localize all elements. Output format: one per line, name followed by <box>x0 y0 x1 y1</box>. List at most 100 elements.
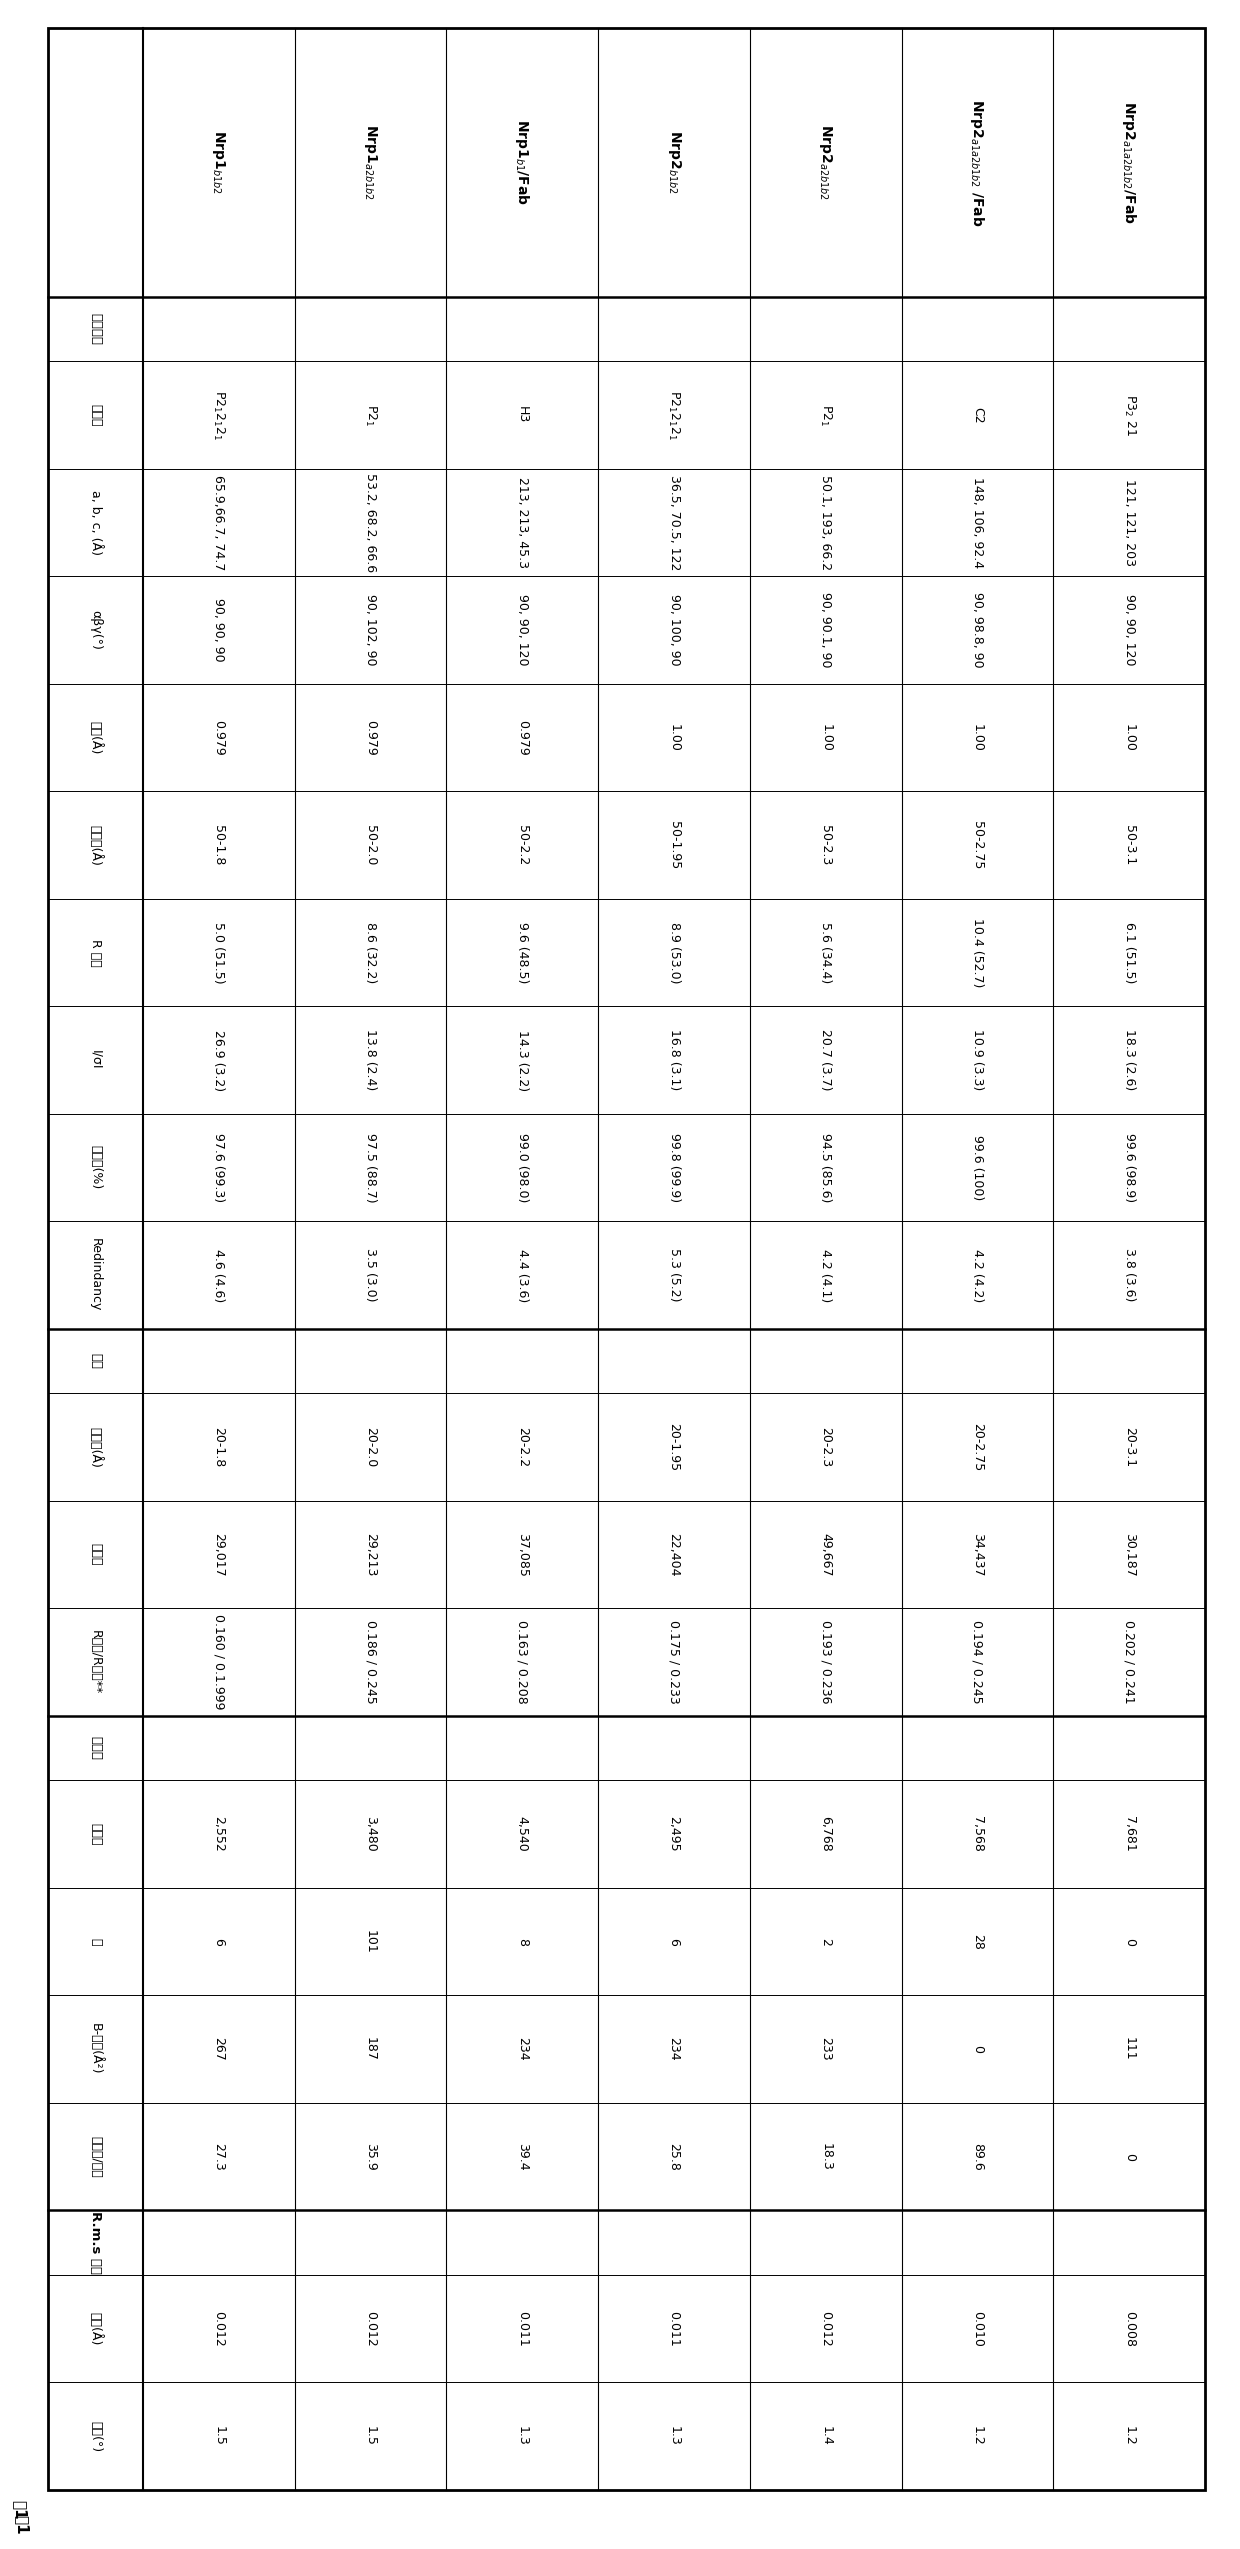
Text: 10.4 (52.7): 10.4 (52.7) <box>971 918 983 986</box>
Text: 18.3 (2.6): 18.3 (2.6) <box>1122 1030 1136 1091</box>
Text: 49,667: 49,667 <box>820 1532 832 1575</box>
Text: 267: 267 <box>212 2037 226 2062</box>
Text: 1.3: 1.3 <box>516 2427 528 2447</box>
Text: 10.9 (3.3): 10.9 (3.3) <box>971 1030 983 1091</box>
Text: 89.6: 89.6 <box>971 2144 983 2172</box>
Text: 20-2.0: 20-2.0 <box>365 1427 377 1468</box>
Text: 65.9,66.7, 74.7: 65.9,66.7, 74.7 <box>212 474 226 571</box>
Text: 36.5, 70.5, 122: 36.5, 70.5, 122 <box>667 474 681 571</box>
Text: 50-2.0: 50-2.0 <box>365 826 377 864</box>
Text: 99.6 (98.9): 99.6 (98.9) <box>1122 1134 1136 1203</box>
Text: 完全性(%): 完全性(%) <box>89 1145 102 1190</box>
Text: 121, 121, 203: 121, 121, 203 <box>1122 479 1136 566</box>
Text: 空间群: 空间群 <box>89 403 102 426</box>
Text: 26.9 (3.2): 26.9 (3.2) <box>212 1030 226 1091</box>
Text: 29,213: 29,213 <box>365 1532 377 1575</box>
Text: 1.00: 1.00 <box>667 724 681 752</box>
Text: 波长(Å): 波长(Å) <box>88 721 103 755</box>
Text: 0: 0 <box>971 2044 983 2052</box>
Text: αβγ(°): αβγ(°) <box>89 609 102 650</box>
Text: 原子数: 原子数 <box>89 1736 102 1761</box>
Text: 6.1 (51.5): 6.1 (51.5) <box>1122 923 1136 984</box>
Text: 16.8 (3.1): 16.8 (3.1) <box>667 1030 681 1091</box>
Text: I/σI: I/σI <box>89 1050 102 1071</box>
Text: 表1: 表1 <box>12 2501 27 2521</box>
Text: 90, 90.1, 90: 90, 90.1, 90 <box>820 591 832 668</box>
Text: 9.6 (48.5): 9.6 (48.5) <box>516 923 528 984</box>
Text: 蛋白质: 蛋白质 <box>89 1823 102 1845</box>
Text: 1.00: 1.00 <box>971 724 983 752</box>
Text: 精化: 精化 <box>89 1354 102 1369</box>
Text: 4.2 (4.1): 4.2 (4.1) <box>820 1249 832 1303</box>
Text: 50.1, 193, 66.2: 50.1, 193, 66.2 <box>820 474 832 571</box>
Text: 分辨率(Å): 分辨率(Å) <box>88 1427 103 1468</box>
Text: P2$_1$2$_1$2$_1$: P2$_1$2$_1$2$_1$ <box>211 390 227 441</box>
Text: 99.8 (99.9): 99.8 (99.9) <box>667 1134 681 1203</box>
Text: Nrp2$_{a1a2b1b2}$ /Fab: Nrp2$_{a1a2b1b2}$ /Fab <box>968 99 987 227</box>
Text: 187: 187 <box>365 2037 377 2062</box>
Text: 5.0 (51.5): 5.0 (51.5) <box>212 923 226 984</box>
Text: 148, 106, 92.4: 148, 106, 92.4 <box>971 477 983 568</box>
Text: Redindancy: Redindancy <box>89 1239 102 1313</box>
Text: 111: 111 <box>1122 2037 1136 2062</box>
Text: P2$_1$: P2$_1$ <box>363 403 378 426</box>
Text: 28: 28 <box>971 1935 983 1950</box>
Text: 20-2.2: 20-2.2 <box>516 1427 528 1468</box>
Text: 8.9 (53.0): 8.9 (53.0) <box>667 923 681 984</box>
Text: 0: 0 <box>1122 1937 1136 1945</box>
Text: 20.7 (3.7): 20.7 (3.7) <box>820 1030 832 1091</box>
Text: 0.008: 0.008 <box>1122 2312 1136 2348</box>
Text: 35.9: 35.9 <box>365 2144 377 2172</box>
Text: 18.3: 18.3 <box>820 2144 832 2172</box>
Text: 6,768: 6,768 <box>820 1817 832 1853</box>
Text: 90, 102, 90: 90, 102, 90 <box>365 594 377 665</box>
Text: 7,568: 7,568 <box>971 1817 983 1853</box>
Text: 4.2 (4.2): 4.2 (4.2) <box>971 1249 983 1303</box>
Text: 6: 6 <box>212 1937 226 1945</box>
Text: 5.6 (34.4): 5.6 (34.4) <box>820 923 832 984</box>
Text: 90, 90, 90: 90, 90, 90 <box>212 599 226 663</box>
Text: 234: 234 <box>667 2037 681 2062</box>
Text: R工作/R自由**: R工作/R自由** <box>89 1629 102 1695</box>
Text: 4.6 (4.6): 4.6 (4.6) <box>212 1249 226 1303</box>
Text: 97.5 (88.7): 97.5 (88.7) <box>365 1132 377 1203</box>
Text: 水: 水 <box>89 1937 102 1945</box>
Text: 29,017: 29,017 <box>212 1532 226 1575</box>
Text: 99.6 (100): 99.6 (100) <box>971 1134 983 1201</box>
Text: 2: 2 <box>820 1937 832 1945</box>
Text: Nrp2$_{a2b1b2}$: Nrp2$_{a2b1b2}$ <box>817 125 835 201</box>
Text: Nrp1$_{a2b1b2}$: Nrp1$_{a2b1b2}$ <box>362 125 379 201</box>
Text: 1.00: 1.00 <box>1122 724 1136 752</box>
Text: 99.0 (98.0): 99.0 (98.0) <box>516 1132 528 1203</box>
Text: 0.186 / 0.245: 0.186 / 0.245 <box>365 1621 377 1705</box>
Text: 34,437: 34,437 <box>971 1532 983 1575</box>
Text: 表1: 表1 <box>15 2516 30 2534</box>
Text: 22,404: 22,404 <box>667 1532 681 1575</box>
Text: 0.194 / 0.245: 0.194 / 0.245 <box>971 1621 983 1703</box>
Text: 键角(°): 键角(°) <box>89 2422 102 2452</box>
Text: 101: 101 <box>365 1930 377 1953</box>
Text: 1.5: 1.5 <box>365 2427 377 2447</box>
Text: a, b, c, (Å): a, b, c, (Å) <box>89 489 102 556</box>
Text: 39.4: 39.4 <box>516 2144 528 2172</box>
Text: 8: 8 <box>516 1937 528 1945</box>
Text: 8.6 (32.2): 8.6 (32.2) <box>365 923 377 984</box>
Text: R 归并: R 归并 <box>89 938 102 966</box>
Text: 0.012: 0.012 <box>212 2312 226 2348</box>
Text: 50-2.2: 50-2.2 <box>516 826 528 864</box>
Text: 50-3.1: 50-3.1 <box>1122 826 1136 864</box>
Text: 1.3: 1.3 <box>667 2427 681 2447</box>
Text: 2,495: 2,495 <box>667 1817 681 1853</box>
Text: 90, 90, 120: 90, 90, 120 <box>1122 594 1136 665</box>
Text: 20-2.75: 20-2.75 <box>971 1422 983 1471</box>
Text: 90, 98.8, 90: 90, 98.8, 90 <box>971 591 983 668</box>
Text: 0.175 / 0.233: 0.175 / 0.233 <box>667 1621 681 1705</box>
Text: 20-1.8: 20-1.8 <box>212 1427 226 1468</box>
Text: 20-3.1: 20-3.1 <box>1122 1427 1136 1468</box>
Text: 14.3 (2.2): 14.3 (2.2) <box>516 1030 528 1091</box>
Text: 1.2: 1.2 <box>1122 2427 1136 2447</box>
Text: 27.3: 27.3 <box>212 2144 226 2172</box>
Text: 20-1.95: 20-1.95 <box>667 1422 681 1471</box>
Text: 蛋白质/原子: 蛋白质/原子 <box>89 2136 102 2177</box>
Text: 0.011: 0.011 <box>667 2312 681 2348</box>
